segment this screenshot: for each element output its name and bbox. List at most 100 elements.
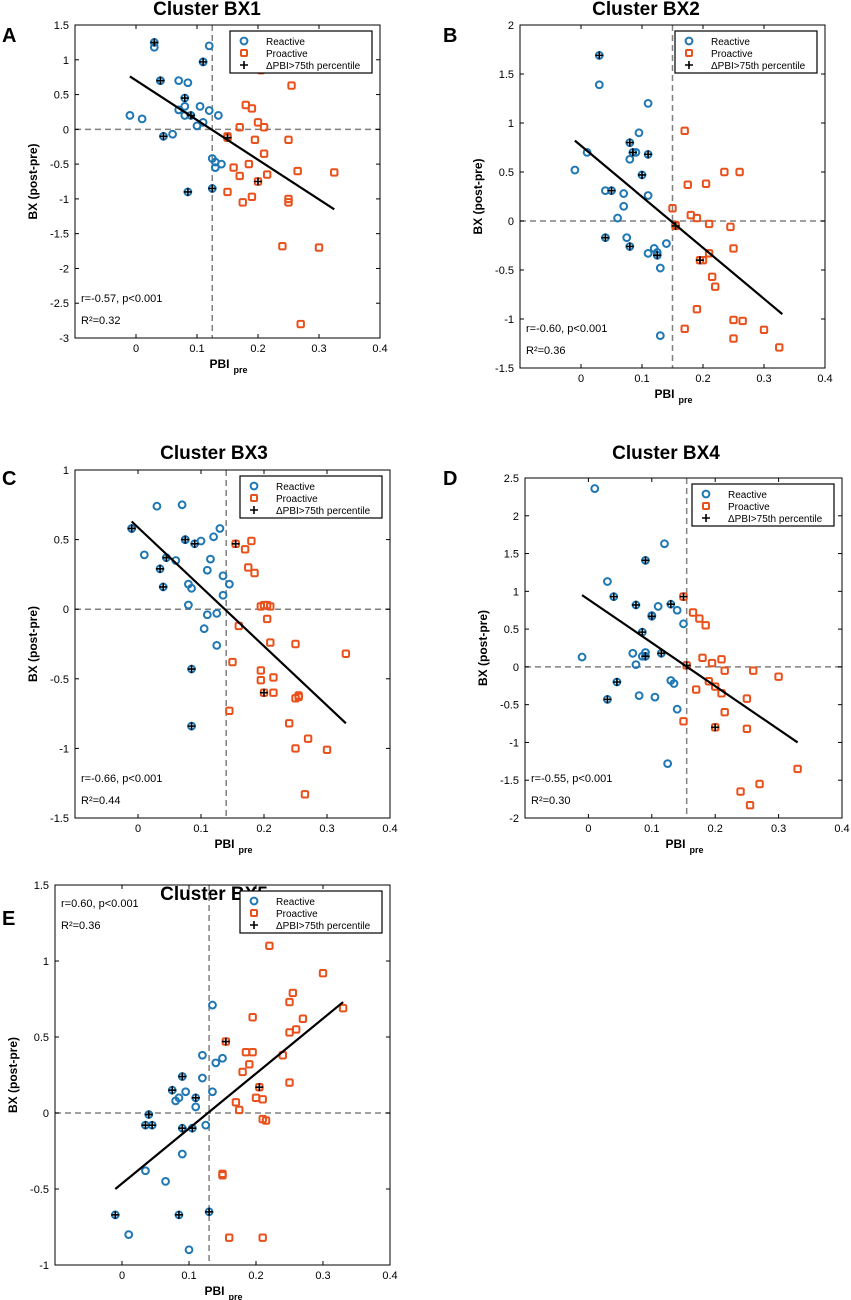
proactive-point — [755, 779, 764, 789]
x-tick-label: 0 — [585, 823, 591, 835]
reactive-point — [224, 579, 234, 589]
x-tick-label: 0 — [119, 1270, 125, 1282]
proactive-point — [720, 708, 729, 717]
proactive-point — [245, 1060, 254, 1069]
reactive-point — [622, 233, 632, 243]
percentile-plus-marker — [180, 94, 189, 103]
x-axis-label-subscript: pre — [234, 365, 248, 375]
stat-correlation: r=0.60, p<0.001 — [61, 898, 139, 910]
proactive-point — [720, 666, 729, 675]
y-tick-label: -1.5 — [500, 775, 519, 787]
percentile-plus-marker — [607, 186, 616, 195]
x-tick-label: 0.4 — [834, 823, 849, 835]
proactive-point — [711, 682, 720, 691]
proactive-point — [250, 135, 260, 144]
proactive-point — [284, 135, 293, 144]
percentile-plus-marker — [638, 170, 646, 179]
x-axis-label-subscript: pre — [239, 845, 253, 855]
y-tick-label: -2 — [59, 263, 69, 275]
proactive-point — [735, 167, 744, 177]
proactive-point — [244, 563, 253, 572]
proactive-point — [266, 602, 275, 611]
plot-area: 0 0.1 0.2 0.3 0.4 -1 -0.5 0 0.5 1 1.5 BX (post-pre)… — [6, 880, 398, 1300]
reactive-point — [655, 263, 665, 273]
reactive-point — [643, 99, 653, 108]
y-tick-label: -0.5 — [50, 674, 69, 686]
reactive-point — [619, 189, 629, 198]
y-tick-label: -1.5 — [495, 363, 514, 375]
proactive-point — [704, 219, 714, 229]
percentile-plus-marker — [631, 600, 640, 609]
y-tick-label: -0.5 — [500, 700, 519, 712]
legend-proactive-marker — [702, 502, 710, 510]
proactive-point — [235, 123, 244, 132]
reactive-point — [217, 159, 226, 169]
percentile-plus-marker — [595, 51, 604, 60]
proactive-point — [287, 81, 296, 90]
y-tick-label: 0 — [513, 662, 519, 674]
y-tick-label: 0 — [508, 216, 514, 228]
x-tick-label: 0.1 — [634, 373, 649, 385]
panel-label: E — [2, 908, 15, 930]
data-points — [570, 50, 784, 352]
x-tick-label: 0.1 — [189, 343, 204, 355]
reactive-point — [204, 41, 214, 51]
reactive-point — [212, 608, 222, 618]
reactive-point — [174, 76, 184, 86]
reactive-point — [202, 610, 212, 620]
x-tick-label: 0.4 — [817, 373, 832, 385]
proactive-point — [253, 118, 263, 127]
legend-plus-label: ΔPBI>75th percentile — [276, 506, 371, 517]
percentile-plus-marker — [625, 242, 634, 251]
proactive-point — [680, 324, 689, 334]
proactive-point — [238, 1067, 247, 1077]
proactive-point — [291, 694, 300, 703]
proactive-point — [704, 677, 714, 686]
data-points — [125, 37, 339, 329]
legend-box — [691, 483, 835, 527]
y-tick-label: 1.5 — [54, 20, 69, 32]
x-axis-label-subscript: pre — [229, 1292, 243, 1300]
legend-reactive-marker — [239, 36, 249, 46]
legend-plus-marker — [240, 61, 248, 69]
x-tick-label: 0.2 — [250, 343, 265, 355]
x-tick-label: 0.4 — [372, 343, 387, 355]
proactive-point — [749, 666, 758, 675]
legend-reactive-marker — [701, 489, 711, 499]
y-tick-label: 1.5 — [34, 880, 49, 892]
reactive-point — [210, 163, 220, 172]
legend-proactive-marker — [250, 909, 258, 917]
percentile-plus-marker — [156, 76, 165, 85]
y-tick-label: 1 — [63, 55, 69, 67]
legend-reactive-marker — [249, 481, 259, 491]
plot-area: 0 0.1 0.2 0.3 0.4 -1.5 -1 -0.5 0 0.5 1 1.5 2 BX (post… — [471, 20, 833, 405]
proactive-point — [298, 1014, 308, 1023]
percentile-plus-marker — [178, 1072, 187, 1081]
x-tick-label: 0.1 — [193, 823, 208, 835]
legend-proactive-marker — [685, 49, 693, 57]
reactive-point — [634, 128, 644, 138]
reactive-point — [195, 101, 205, 111]
x-tick-label: 0.2 — [256, 823, 271, 835]
x-tick-label: 0.3 — [756, 373, 771, 385]
proactive-point — [231, 1098, 241, 1107]
percentile-plus-marker — [150, 38, 159, 47]
legend-reactive-label: Reactive — [276, 482, 315, 493]
legend-plus-label: ΔPBI>75th percentile — [266, 61, 361, 72]
percentile-plus-marker — [653, 251, 662, 260]
chart-title: Cluster BX1 — [153, 0, 261, 20]
reactive-point — [137, 114, 147, 124]
proactive-point — [238, 198, 247, 207]
percentile-plus-marker — [601, 233, 610, 242]
proactive-point — [707, 272, 717, 282]
reactive-point — [650, 692, 660, 702]
proactive-point — [296, 319, 305, 329]
y-tick-label: 2 — [513, 511, 519, 523]
reactive-point — [125, 111, 135, 120]
plot-area: 0 0.1 0.2 0.3 0.4 -3 -2.5 -2 -1.5 -1 -0.5 0 0.5 1 1.5 B… — [26, 20, 388, 375]
x-tick-label: 0.2 — [695, 373, 710, 385]
reactive-point — [643, 191, 653, 200]
proactive-point — [738, 316, 747, 326]
reactive-point — [653, 602, 663, 611]
